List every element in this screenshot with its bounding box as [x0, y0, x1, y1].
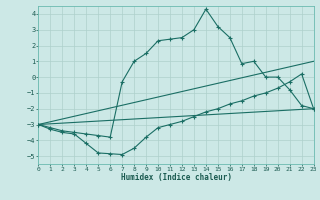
- X-axis label: Humidex (Indice chaleur): Humidex (Indice chaleur): [121, 173, 231, 182]
